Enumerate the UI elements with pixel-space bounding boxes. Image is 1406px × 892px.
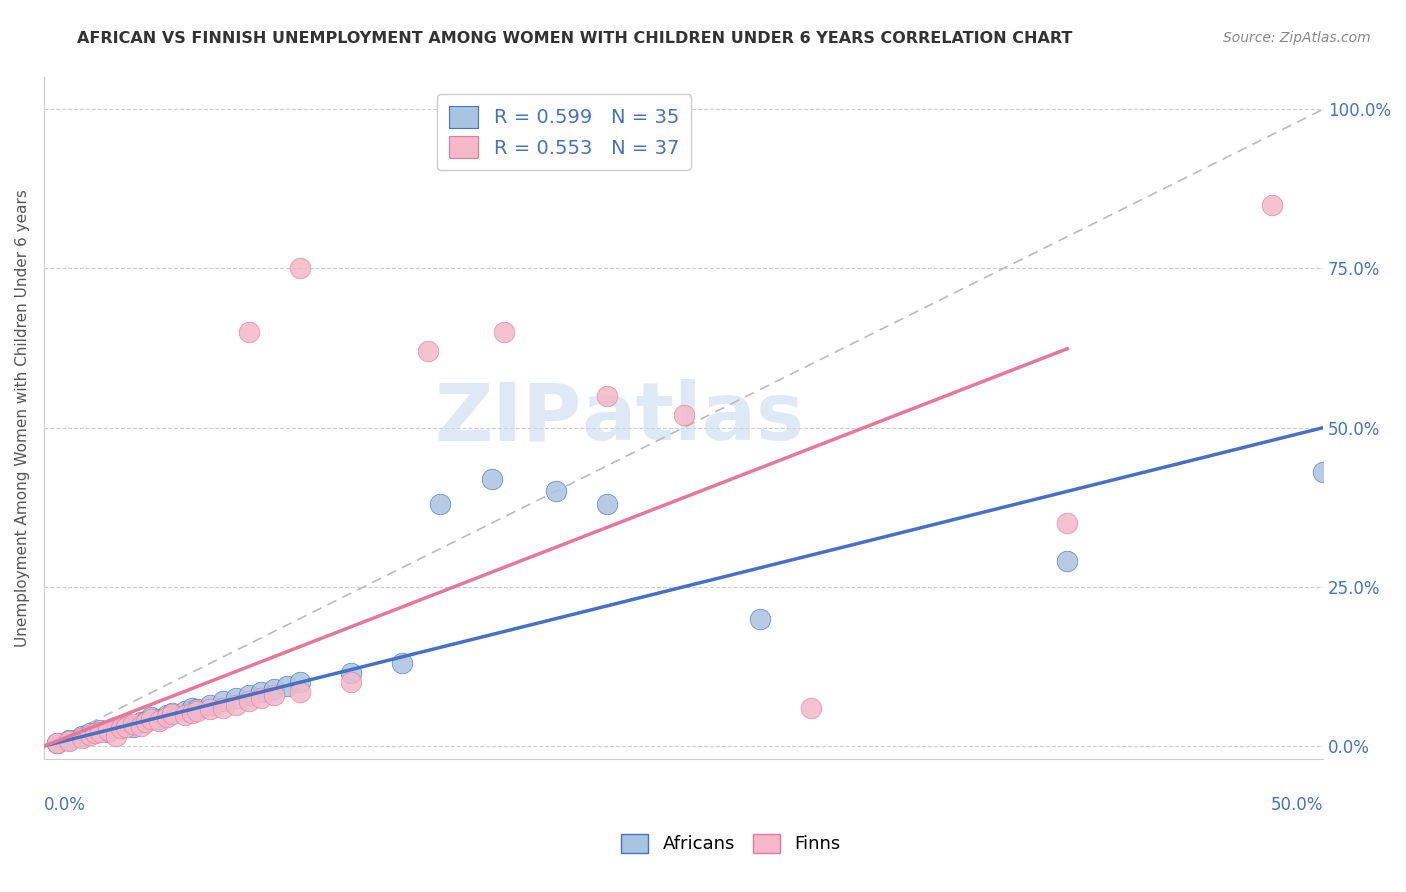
Point (391, 657, 413, 671)
Point (148, 714, 170, 728)
Point (1312, 465, 1334, 479)
Point (72, 730, 94, 744)
Point (276, 679, 298, 693)
Point (135, 714, 157, 728)
Point (1056, 516, 1078, 531)
Point (141, 710, 163, 724)
Text: 50.0%: 50.0% (1271, 797, 1323, 814)
Point (156, 708, 179, 723)
Point (596, 497, 619, 511)
Point (156, 710, 179, 724)
Point (263, 681, 285, 696)
Point (104, 720, 127, 734)
Point (129, 714, 152, 729)
Point (84, 726, 107, 740)
Point (596, 389, 619, 403)
Point (114, 720, 136, 734)
Point (672, 408, 695, 422)
Text: Source: ZipAtlas.com: Source: ZipAtlas.com (1223, 31, 1371, 45)
Point (45, 736, 67, 750)
Point (288, 685, 311, 699)
Point (181, 701, 204, 715)
Point (1056, 554, 1078, 568)
Point (340, 675, 363, 690)
Point (288, 675, 311, 690)
Point (110, 721, 132, 735)
Point (89, 723, 111, 738)
Text: AFRICAN VS FINNISH UNEMPLOYMENT AMONG WOMEN WITH CHILDREN UNDER 6 YEARS CORRELAT: AFRICAN VS FINNISH UNEMPLOYMENT AMONG WO… (77, 31, 1073, 46)
Point (129, 719, 152, 733)
Point (494, 325, 516, 339)
Point (749, 612, 772, 626)
Point (212, 694, 235, 708)
Point (1261, 198, 1284, 212)
Point (79, 728, 101, 742)
Point (238, 688, 260, 702)
Point (225, 691, 247, 706)
Point (79, 726, 101, 740)
Point (212, 701, 235, 715)
Point (122, 720, 145, 734)
Point (250, 685, 273, 699)
Point (481, 472, 503, 486)
Point (186, 702, 208, 716)
Legend: R = 0.599   N = 35, R = 0.553   N = 37: R = 0.599 N = 35, R = 0.553 N = 37 (437, 94, 690, 170)
Text: ZIP: ZIP (434, 379, 581, 457)
Point (45, 736, 67, 750)
Point (186, 704, 208, 718)
Point (238, 325, 260, 339)
Point (173, 704, 195, 718)
Point (141, 712, 163, 726)
Point (97, 725, 120, 739)
Text: atlas: atlas (581, 379, 804, 457)
Point (114, 716, 136, 731)
Point (429, 497, 451, 511)
Point (250, 691, 273, 706)
Point (104, 730, 127, 744)
Point (263, 688, 285, 702)
Point (198, 698, 221, 712)
Point (800, 701, 823, 715)
Legend: Africans, Finns: Africans, Finns (614, 827, 848, 861)
Point (58, 732, 80, 747)
Point (160, 706, 183, 720)
Point (173, 708, 195, 723)
Point (340, 665, 363, 680)
Point (416, 344, 439, 359)
Point (225, 698, 247, 712)
Point (181, 706, 204, 720)
Point (288, 261, 311, 276)
Point (544, 484, 567, 499)
Point (160, 707, 183, 722)
Point (89, 725, 111, 739)
Point (135, 714, 157, 729)
Point (97, 723, 120, 738)
Text: 0.0%: 0.0% (44, 797, 86, 814)
Point (58, 734, 80, 748)
Point (198, 702, 221, 716)
Y-axis label: Unemployment Among Women with Children Under 6 years: Unemployment Among Women with Children U… (15, 189, 30, 647)
Point (238, 694, 260, 708)
Point (122, 716, 145, 731)
Point (72, 731, 94, 746)
Point (148, 712, 170, 726)
